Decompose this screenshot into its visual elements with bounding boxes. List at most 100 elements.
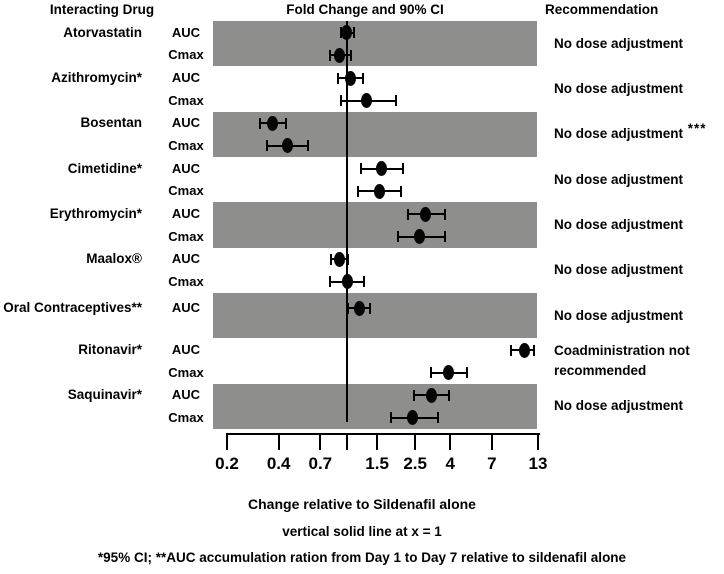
metric-label: Cmax [168, 364, 204, 380]
drug-name-label: Bosentan [80, 115, 142, 131]
point-estimate-marker [419, 206, 431, 222]
recommendation-line: No dose adjustment [554, 398, 684, 414]
x-axis-tick-label: 0.2 [215, 454, 239, 473]
point-estimate-marker [354, 300, 366, 316]
recommendation-line: No dose adjustment *** [554, 121, 707, 142]
x-axis-tick-label: 4 [445, 454, 455, 473]
point-estimate-marker [406, 410, 418, 426]
metric-label: AUC [171, 342, 201, 358]
recommendation-label: No dose adjustment [554, 306, 724, 326]
ci-cap-high [444, 208, 447, 220]
recommendation-label: No dose adjustment *** [554, 121, 724, 144]
ci-cap-low [356, 185, 359, 197]
row-band [213, 247, 537, 293]
metric-label: Cmax [168, 183, 204, 199]
ci-cap-low [330, 253, 333, 265]
ci-cap-high [347, 253, 350, 265]
recommendation-line: recommended [554, 363, 647, 378]
ci-cap-high [443, 231, 446, 243]
recommendation-line: No dose adjustment [554, 307, 684, 323]
ci-cap-low [265, 140, 268, 152]
drug-name-label: Azithromycin* [51, 70, 142, 86]
x-axis-tick-label: 2.5 [403, 454, 427, 473]
ci-cap-high [306, 140, 309, 152]
metric-label: AUC [171, 70, 201, 86]
point-estimate-marker [333, 47, 345, 63]
point-estimate-marker [360, 93, 372, 109]
row-band [213, 293, 537, 339]
point-estimate-marker [281, 138, 293, 154]
x-axis-tick [376, 433, 379, 450]
x-axis-tick-label: 13 [528, 454, 548, 473]
ci-cap-low [412, 389, 415, 401]
drug-name-label: Cimetidine* [67, 160, 142, 176]
recommendation-label: No dose adjustment [554, 396, 724, 416]
ci-cap-low [360, 163, 363, 175]
ci-cap-high [401, 163, 404, 175]
ci-cap-low [396, 231, 399, 243]
ci-cap-high [350, 49, 353, 61]
recommendation-label: Coadministration not recommended [554, 341, 724, 381]
point-estimate-marker [518, 342, 530, 358]
ci-cap-high [361, 72, 364, 84]
column-header-recommendation: Recommendation [545, 2, 659, 17]
point-estimate-marker [345, 70, 357, 86]
ci-cap-high [437, 412, 440, 424]
ci-cap-high [369, 302, 372, 314]
ci-cap-high [400, 185, 403, 197]
recommendation-line: No dose adjustment [554, 35, 684, 51]
metric-label: AUC [171, 24, 201, 40]
reference-line-note: vertical solid line at x = 1 [282, 524, 442, 539]
x-axis-tick [226, 433, 228, 450]
metric-label: AUC [171, 206, 201, 222]
metric-label: Cmax [168, 92, 204, 108]
recommendation-label: No dose adjustment [554, 79, 724, 99]
ci-cap-high [353, 27, 355, 39]
drug-name-label: Ritonavir* [78, 342, 142, 358]
ci-cap-low [406, 208, 409, 220]
ci-cap-low [329, 276, 332, 288]
ci-cap-low [337, 72, 340, 84]
ci-cap-low [339, 95, 342, 107]
point-estimate-marker [442, 365, 454, 381]
metric-label: AUC [171, 115, 201, 131]
drug-name-label: Atorvastatin [63, 24, 142, 40]
drug-name-label: Maalox® [86, 251, 142, 267]
row-band [213, 202, 537, 248]
metric-label: Cmax [168, 47, 204, 63]
metric-label: AUC [171, 387, 201, 403]
metric-label: Cmax [168, 137, 204, 153]
x-axis-tick-label: 0.7 [308, 454, 333, 473]
point-estimate-marker [425, 387, 437, 403]
plot-area [213, 21, 537, 429]
ci-cap-low [510, 344, 513, 356]
metric-label: AUC [171, 251, 201, 267]
x-axis-tick [277, 433, 280, 450]
recommendation-label: No dose adjustment [554, 34, 724, 54]
point-estimate-marker [341, 25, 353, 41]
ci-cap-low [258, 117, 261, 129]
ci-cap-low [389, 412, 392, 424]
recommendation-label: No dose adjustment [554, 260, 724, 280]
ci-cap-high [394, 95, 397, 107]
recommendation-asterisks: *** [683, 121, 707, 137]
row-band [213, 66, 537, 112]
x-axis-tick [490, 433, 493, 450]
recommendation-line: No dose adjustment [554, 81, 684, 96]
ci-cap-high [284, 117, 287, 129]
x-axis-tick-label: 7 [487, 454, 497, 473]
reference-line-x1 [345, 21, 348, 422]
point-estimate-marker [334, 251, 346, 267]
column-header-interacting-drug: Interacting Drug [49, 2, 155, 17]
x-axis-tick [319, 433, 322, 450]
ci-cap-high [362, 276, 365, 288]
x-axis-tick-label: 0.4 [266, 454, 291, 473]
ci-cap-low [329, 49, 332, 61]
ci-cap-low [346, 302, 349, 314]
x-axis-title: Change relative to Sildenafil alone [248, 496, 476, 512]
metric-label: Cmax [168, 273, 204, 289]
recommendation-line: Coadministration not [554, 343, 690, 358]
ci-cap-high [465, 367, 468, 379]
point-estimate-marker [414, 229, 425, 245]
x-axis-tick [449, 433, 452, 450]
